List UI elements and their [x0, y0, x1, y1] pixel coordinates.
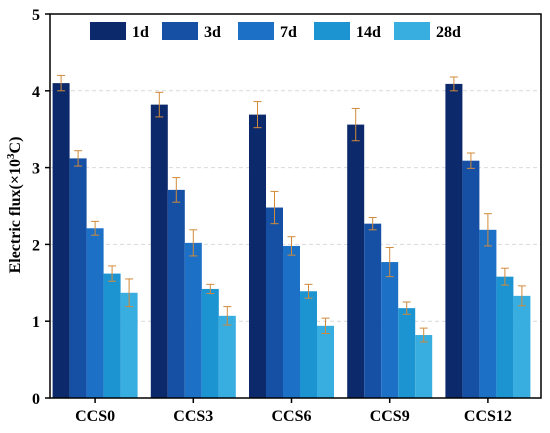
bar-3d-CCS3: [167, 189, 185, 398]
bar-1d-CCS3: [150, 104, 168, 399]
bar-7d-CCS0: [86, 228, 104, 398]
error-bar-3d-CCS9: [368, 217, 377, 231]
x-tick-label: CCS0: [75, 408, 115, 425]
bar-1d-CCS9: [347, 124, 365, 398]
bar-3d-CCS6: [266, 207, 283, 398]
error-bar-3d-CCS6: [270, 190, 279, 225]
error-bar-1d-CCS9: [351, 107, 360, 142]
error-bar-28d-CCS3: [223, 306, 232, 326]
bar-14d-CCS0: [103, 273, 121, 398]
error-bar-14d-CCS3: [206, 283, 215, 295]
plot-frame: [49, 13, 542, 399]
legend-swatch: [394, 22, 430, 40]
axes: CCS0 CCS3 CCS6 CCS9 CCS12 0 1 2 3 4 5: [32, 7, 542, 425]
bar-28d-CCS9: [415, 335, 433, 398]
error-bar-7d-CCS0: [91, 220, 100, 236]
bar-7d-CCS9: [381, 262, 399, 398]
legend-item-7d: 7d: [238, 22, 297, 41]
bar-3d-CCS0: [69, 158, 87, 398]
legend-swatch: [238, 22, 274, 40]
error-bars-group: [57, 74, 526, 343]
error-bar-28d-CCS12: [517, 285, 526, 307]
bar-7d-CCS3: [184, 242, 202, 398]
legend-label: 3d: [204, 24, 221, 41]
bar-7d-CCS6: [283, 245, 300, 398]
bar-1d-CCS12: [445, 83, 463, 398]
error-bar-14d-CCS12: [500, 267, 509, 286]
legend-swatch: [162, 22, 198, 40]
bar-1d-CCS6: [249, 114, 266, 398]
y-axis-title: Electric flux(×103C): [5, 137, 24, 274]
bar-28d-CCS12: [513, 295, 531, 398]
y-tick-label: 3: [32, 161, 40, 178]
y-tick-label: 5: [32, 7, 40, 24]
x-tick-label: CCS6: [271, 408, 311, 425]
error-bar-7d-CCS6: [287, 236, 296, 256]
legend-label: 1d: [132, 24, 149, 41]
bar-14d-CCS6: [300, 291, 317, 398]
error-bar-3d-CCS12: [466, 152, 475, 169]
error-bar-1d-CCS6: [253, 101, 262, 129]
legend-item-28d: 28d: [394, 22, 461, 41]
legend-label: 28d: [436, 24, 461, 41]
legend: 1d 3d 7d 14d 28d: [90, 22, 461, 41]
y-tick-label: 4: [32, 84, 40, 101]
y-tick-label: 0: [32, 391, 40, 408]
bar-28d-CCS3: [218, 315, 236, 398]
error-bar-1d-CCS0: [57, 74, 66, 92]
legend-label: 14d: [356, 24, 381, 41]
y-tick-label: 1: [32, 314, 40, 331]
y-tick-label: 2: [32, 237, 40, 254]
bar-3d-CCS9: [364, 223, 382, 398]
legend-item-1d: 1d: [90, 22, 149, 41]
error-bar-14d-CCS6: [304, 283, 313, 299]
bars-group: [52, 83, 531, 399]
bar-1d-CCS0: [52, 83, 70, 399]
legend-swatch: [314, 22, 350, 40]
error-bar-3d-CCS3: [172, 177, 181, 203]
legend-item-3d: 3d: [162, 22, 221, 41]
bar-14d-CCS9: [398, 308, 416, 398]
error-bar-14d-CCS9: [402, 301, 411, 315]
bar-14d-CCS3: [201, 288, 219, 398]
error-bar-3d-CCS0: [74, 150, 83, 167]
bar-3d-CCS12: [462, 160, 480, 398]
error-bar-28d-CCS0: [125, 278, 134, 308]
error-bar-7d-CCS9: [385, 246, 394, 278]
legend-swatch: [90, 22, 126, 40]
error-bar-7d-CCS3: [189, 229, 198, 257]
x-tick-label: CCS3: [173, 408, 213, 425]
bar-7d-CCS12: [479, 229, 497, 398]
error-bar-28d-CCS6: [321, 317, 330, 334]
legend-item-14d: 14d: [314, 22, 381, 41]
error-bar-1d-CCS12: [449, 76, 458, 92]
error-bar-14d-CCS0: [108, 265, 117, 282]
legend-label: 7d: [280, 24, 297, 41]
error-bar-1d-CCS3: [155, 91, 164, 118]
error-bar-7d-CCS12: [483, 213, 492, 247]
bar-28d-CCS6: [317, 325, 334, 398]
bar-28d-CCS0: [120, 292, 138, 398]
bar-14d-CCS12: [496, 276, 514, 398]
error-bar-28d-CCS9: [419, 327, 428, 343]
x-tick-label: CCS9: [370, 408, 410, 425]
x-tick-label: CCS12: [464, 408, 512, 425]
